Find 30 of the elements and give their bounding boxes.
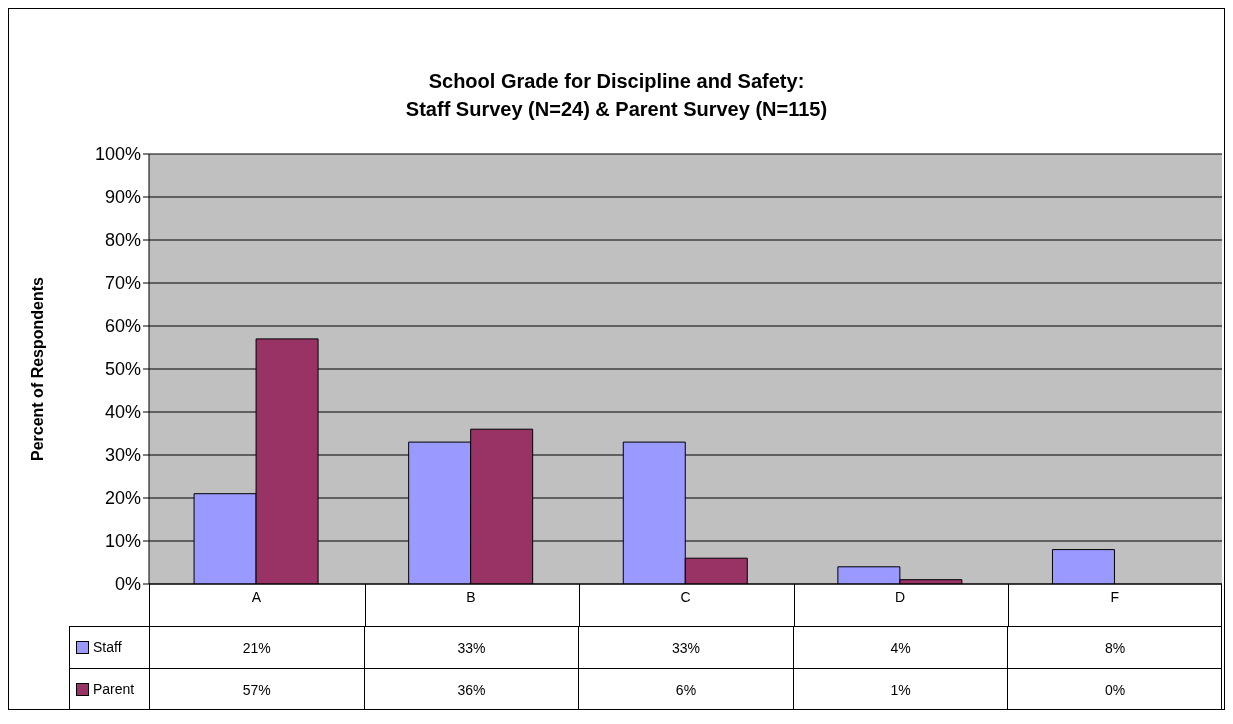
legend-label: Staff: [93, 639, 122, 655]
y-tick-label: 40%: [104, 402, 141, 423]
x-tick-label: B: [466, 588, 476, 605]
x-tick-label: D: [895, 588, 906, 605]
data-label: 57%: [149, 669, 364, 710]
y-axis-title: Percent of Respondents: [28, 276, 46, 462]
data-label: 33%: [363, 627, 579, 668]
y-tick-label: 30%: [104, 445, 141, 466]
y-tick-label: 100%: [94, 144, 141, 165]
data-label: 0%: [1007, 669, 1222, 710]
y-tick-label: 60%: [104, 316, 141, 337]
data-label: 1%: [792, 669, 1008, 710]
y-tick-label: 90%: [104, 187, 141, 208]
y-tick-label: 80%: [104, 230, 141, 251]
data-label: 6%: [578, 669, 793, 710]
data-label: 8%: [1007, 627, 1222, 668]
data-label: 36%: [363, 669, 579, 710]
x-tick-label: C: [680, 588, 691, 605]
x-tick-label: A: [251, 588, 262, 605]
y-tick-label: 70%: [104, 273, 141, 294]
y-tick-label: 20%: [104, 488, 141, 509]
data-label: 21%: [149, 627, 364, 668]
data-label: 4%: [792, 627, 1008, 668]
y-tick-label: 10%: [104, 531, 141, 552]
chart-title: School Grade for Discipline and Safety: Staff Survey (N=24) & Parent Survey (N=115): [404, 69, 829, 122]
y-tick-label: 50%: [104, 359, 141, 380]
data-label: 33%: [578, 627, 793, 668]
legend-label: Parent: [93, 681, 135, 697]
x-tick-label: F: [1110, 588, 1119, 605]
y-tick-label: 0%: [114, 574, 141, 595]
